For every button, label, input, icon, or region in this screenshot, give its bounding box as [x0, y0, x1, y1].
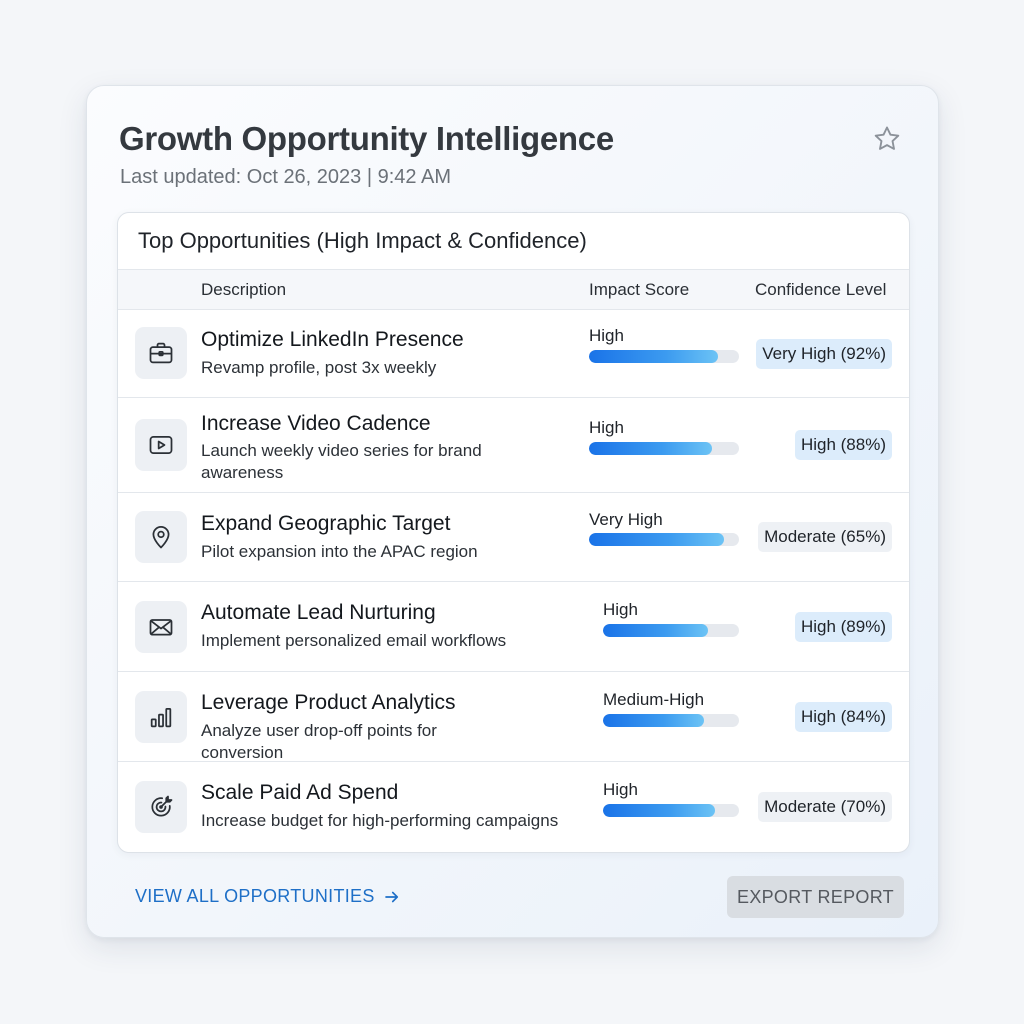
view-all-link[interactable]: VIEW ALL OPPORTUNITIES	[135, 886, 401, 907]
mail-icon	[135, 601, 187, 653]
row-description: Analyze user drop-off points for convers…	[201, 721, 437, 762]
table-row[interactable]: Scale Paid Ad Spend Increase budget for …	[118, 762, 909, 852]
impact-label: Very High	[589, 510, 663, 529]
target-icon	[135, 781, 187, 833]
card-title: Growth Opportunity Intelligence	[119, 120, 614, 157]
view-all-label: VIEW ALL OPPORTUNITIES	[135, 886, 375, 906]
impact-bar-fill	[603, 714, 704, 727]
impact-bar	[603, 624, 739, 637]
row-title: Expand Geographic Target	[201, 512, 451, 535]
table-row[interactable]: Automate Lead Nurturing Implement person…	[118, 582, 909, 672]
map-pin-icon	[135, 511, 187, 563]
row-title: Increase Video Cadence	[201, 412, 431, 435]
impact-bar	[603, 804, 739, 817]
impact-bar-fill	[589, 442, 712, 455]
opportunities-table: Top Opportunities (High Impact & Confide…	[117, 212, 910, 853]
row-title: Leverage Product Analytics	[201, 691, 456, 714]
column-impact: Impact Score	[589, 280, 690, 299]
row-description: Increase budget for high-performing camp…	[201, 811, 559, 830]
opportunity-card: Growth Opportunity Intelligence Last upd…	[86, 85, 939, 938]
impact-bar	[603, 714, 739, 727]
impact-bar-fill	[603, 624, 708, 637]
impact-bar	[589, 442, 739, 455]
confidence-badge: High (89%)	[794, 612, 892, 642]
impact-bar-fill	[589, 350, 718, 363]
video-icon	[135, 419, 187, 471]
column-description: Description	[201, 280, 287, 299]
arrow-right-icon	[384, 891, 398, 902]
column-confidence: Confidence Level	[755, 280, 887, 299]
table-row[interactable]: Expand Geographic Target Pilot expansion…	[118, 493, 909, 582]
table-title: Top Opportunities (High Impact & Confide…	[118, 213, 909, 270]
impact-bar	[589, 533, 739, 546]
row-description: Implement personalized email workflows	[201, 631, 507, 650]
confidence-badge: High (84%)	[794, 702, 892, 732]
confidence-badge: High (88%)	[794, 430, 892, 460]
table-row[interactable]: Leverage Product Analytics Analyze user …	[118, 672, 909, 762]
last-updated: Last updated: Oct 26, 2023 | 9:42 AM	[120, 166, 451, 188]
bar-chart-icon	[135, 691, 187, 743]
row-title: Scale Paid Ad Spend	[201, 781, 399, 804]
export-report-button[interactable]: EXPORT REPORT	[727, 876, 904, 918]
briefcase-icon	[135, 327, 187, 379]
impact-bar-fill	[603, 804, 715, 817]
table-row[interactable]: Increase Video Cadence Launch weekly vid…	[118, 398, 909, 493]
impact-label: High	[603, 600, 638, 619]
impact-label: Medium-High	[603, 690, 705, 709]
table-header: Description Impact Score Confidence Leve…	[118, 270, 909, 310]
row-title: Optimize LinkedIn Presence	[201, 328, 464, 351]
row-description: Launch weekly video series for brand awa…	[201, 441, 482, 482]
table-row[interactable]: Optimize LinkedIn Presence Revamp profil…	[118, 310, 909, 398]
row-title: Automate Lead Nurturing	[201, 601, 436, 624]
star-icon[interactable]	[872, 124, 902, 154]
impact-bar	[589, 350, 739, 363]
impact-label: High	[589, 418, 624, 437]
confidence-badge: Very High (92%)	[756, 339, 892, 369]
confidence-badge: Moderate (65%)	[758, 522, 892, 552]
row-description: Revamp profile, post 3x weekly	[201, 358, 437, 377]
confidence-badge: Moderate (70%)	[758, 792, 892, 822]
impact-bar-fill	[589, 533, 724, 546]
impact-label: High	[603, 780, 638, 799]
impact-label: High	[589, 326, 624, 345]
row-description: Pilot expansion into the APAC region	[201, 542, 478, 561]
